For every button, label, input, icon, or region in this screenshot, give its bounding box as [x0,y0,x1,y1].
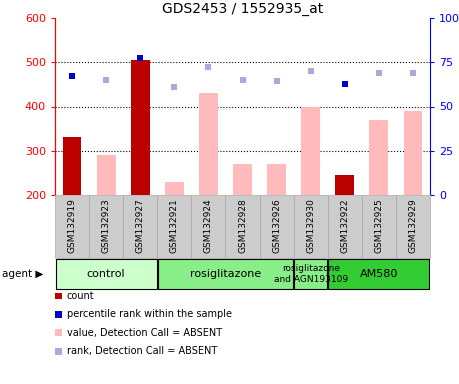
Bar [158,259,293,289]
Text: GSM132929: GSM132929 [409,198,417,253]
Text: rank, Detection Call = ABSENT: rank, Detection Call = ABSENT [67,346,217,356]
Bar [199,93,218,195]
Bar [301,106,320,195]
Text: GSM132921: GSM132921 [170,198,179,253]
Bar [328,259,429,289]
Text: GSM132925: GSM132925 [375,198,383,253]
Bar [403,111,422,195]
Bar [157,195,191,258]
Bar [294,195,328,258]
Text: GSM132922: GSM132922 [340,198,349,253]
Bar [294,259,327,289]
Bar [362,195,396,258]
Text: GSM132924: GSM132924 [204,198,213,253]
Bar [369,120,388,195]
Bar [233,164,252,195]
Text: value, Detection Call = ABSENT: value, Detection Call = ABSENT [67,328,222,338]
Bar [336,175,354,195]
Bar [97,155,116,195]
Text: GSM132927: GSM132927 [136,198,145,253]
Text: GSM132928: GSM132928 [238,198,247,253]
Bar [123,195,157,258]
Bar [225,195,259,258]
Bar [131,60,150,195]
Bar [55,195,89,258]
Text: AM580: AM580 [360,269,398,279]
Text: GSM132930: GSM132930 [306,198,315,253]
Bar [267,164,286,195]
Bar [56,259,157,289]
Bar [259,195,294,258]
Text: rosiglitazone
and AGN193109: rosiglitazone and AGN193109 [274,264,348,284]
Bar [89,195,123,258]
Bar [191,195,225,258]
Text: GSM132926: GSM132926 [272,198,281,253]
Title: GDS2453 / 1552935_at: GDS2453 / 1552935_at [162,2,323,16]
Text: percentile rank within the sample: percentile rank within the sample [67,310,231,319]
Text: count: count [67,291,94,301]
Text: GSM132919: GSM132919 [67,198,77,253]
Bar [63,137,81,195]
Bar [165,182,184,195]
Text: control: control [87,269,125,279]
Bar [396,195,430,258]
Text: GSM132923: GSM132923 [101,198,111,253]
Bar [328,195,362,258]
Text: agent ▶: agent ▶ [2,269,44,279]
Text: rosiglitazone: rosiglitazone [190,269,261,279]
